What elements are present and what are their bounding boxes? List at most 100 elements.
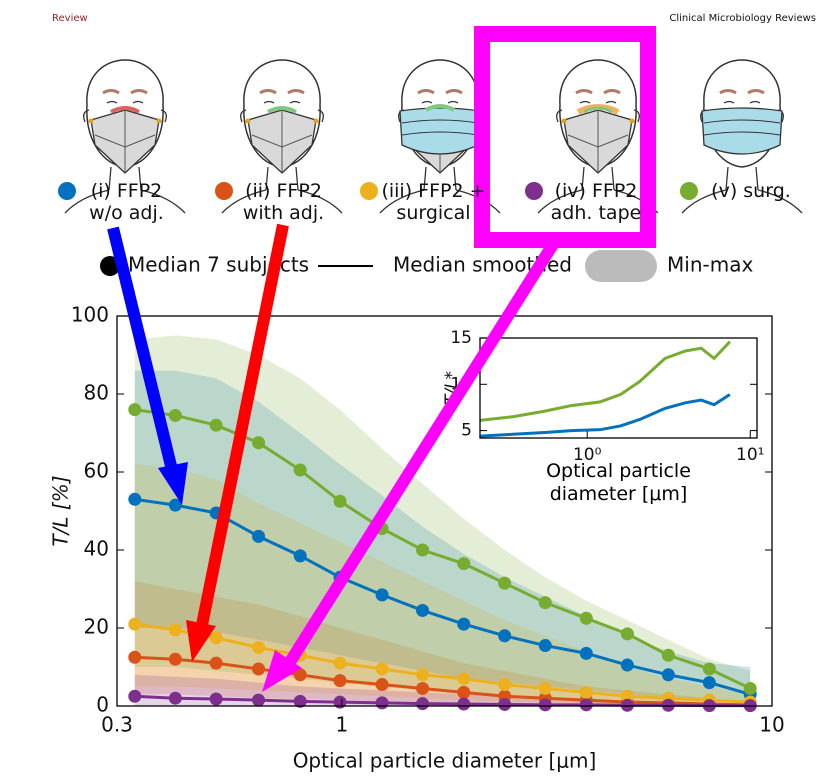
axes-frame — [479, 337, 758, 439]
data-point — [498, 697, 512, 711]
median-line — [134, 497, 751, 696]
data-point — [375, 678, 389, 692]
data-point — [416, 668, 430, 682]
data-point — [209, 418, 223, 432]
data-point — [457, 617, 471, 631]
data-point — [168, 691, 182, 705]
legend-marker — [58, 182, 76, 200]
legend-marker — [525, 182, 543, 200]
data-point — [498, 678, 512, 692]
x-tick-label: 1 — [336, 713, 349, 737]
y-tick-label: 40 — [84, 537, 109, 561]
data-point — [293, 694, 307, 708]
median-line — [134, 694, 751, 708]
data-point — [538, 639, 552, 653]
data-point — [538, 698, 552, 712]
y-tick-label: 15 — [450, 328, 472, 348]
plot-background — [480, 338, 757, 438]
data-point — [209, 656, 223, 670]
header-left: Review — [52, 13, 88, 24]
data-point — [168, 408, 182, 422]
y-axis-label: T/L [%] — [49, 475, 73, 546]
inset-plot: 5101510⁰10¹T/L*Optical particle diameter… — [442, 328, 764, 505]
data-point — [416, 697, 430, 711]
legend-marker — [360, 182, 378, 200]
legend-label: (v) surg. — [711, 180, 791, 202]
data-point — [128, 650, 142, 664]
median-line — [134, 622, 751, 704]
y-tick-label: 0 — [96, 693, 109, 717]
legend-label: (iv) FFP2 adh. tape — [550, 180, 642, 224]
legend-marker — [680, 182, 698, 200]
data-point — [579, 685, 593, 699]
data-point — [620, 689, 634, 703]
data-point — [128, 403, 142, 417]
x-tick-label: 10¹ — [736, 445, 764, 465]
legend-label: (i) FFP2 w/o adj. — [89, 180, 164, 224]
legend-label: (ii) FFP2 with adj. — [242, 180, 325, 224]
x-tick-label: 10 — [759, 713, 784, 737]
data-point — [252, 436, 266, 450]
data-point — [538, 596, 552, 610]
data-point — [579, 611, 593, 625]
header-right: Clinical Microbiology Reviews — [669, 13, 816, 24]
data-point — [457, 697, 471, 711]
data-point — [333, 695, 347, 709]
data-point — [620, 627, 634, 641]
legend-label: (iii) FFP2 + surgical — [381, 180, 486, 224]
data-point — [702, 662, 716, 676]
data-point — [457, 672, 471, 686]
data-point — [661, 668, 675, 682]
data-point — [457, 685, 471, 699]
data-point — [128, 492, 142, 506]
data-point — [579, 698, 593, 712]
data-point — [457, 557, 471, 571]
data-point — [252, 662, 266, 676]
data-point — [252, 529, 266, 543]
data-point — [293, 668, 307, 682]
data-point — [209, 631, 223, 645]
x-tick-label: 10⁰ — [573, 445, 602, 465]
data-point — [333, 494, 347, 508]
y-tick-label: 5 — [461, 421, 472, 441]
median-line — [134, 655, 751, 707]
min-max-band — [134, 370, 751, 703]
data-point — [375, 696, 389, 710]
annotations — [107, 26, 656, 692]
median-line — [479, 393, 731, 438]
data-point — [168, 652, 182, 666]
data-point — [168, 498, 182, 512]
data-point — [498, 629, 512, 643]
legend-symbols — [100, 250, 657, 282]
x-axis-label: Optical particle diameter [μm] — [293, 749, 597, 773]
data-point — [661, 648, 675, 662]
data-point — [661, 698, 675, 712]
y-tick-label: 20 — [84, 615, 109, 639]
data-point — [128, 617, 142, 631]
min-max-band — [134, 335, 751, 703]
y-tick-label: 60 — [84, 459, 109, 483]
data-point — [620, 658, 634, 672]
data-point — [702, 676, 716, 690]
y-tick-label: 100 — [71, 303, 109, 327]
data-point — [416, 543, 430, 557]
data-point — [375, 588, 389, 602]
data-point — [168, 623, 182, 637]
data-point — [333, 656, 347, 670]
data-point — [252, 641, 266, 654]
data-point — [620, 698, 634, 712]
min-max-band — [134, 464, 751, 706]
data-point — [416, 681, 430, 695]
legend-marker — [215, 182, 233, 200]
y-tick-label: 80 — [84, 381, 109, 405]
min-max-band — [134, 674, 751, 706]
data-point — [293, 549, 307, 563]
x-tick-label: 0.3 — [101, 713, 133, 737]
face-icons — [63, 58, 804, 215]
data-point — [416, 603, 430, 617]
data-point — [252, 693, 266, 707]
data-point — [333, 674, 347, 688]
data-point — [375, 662, 389, 676]
